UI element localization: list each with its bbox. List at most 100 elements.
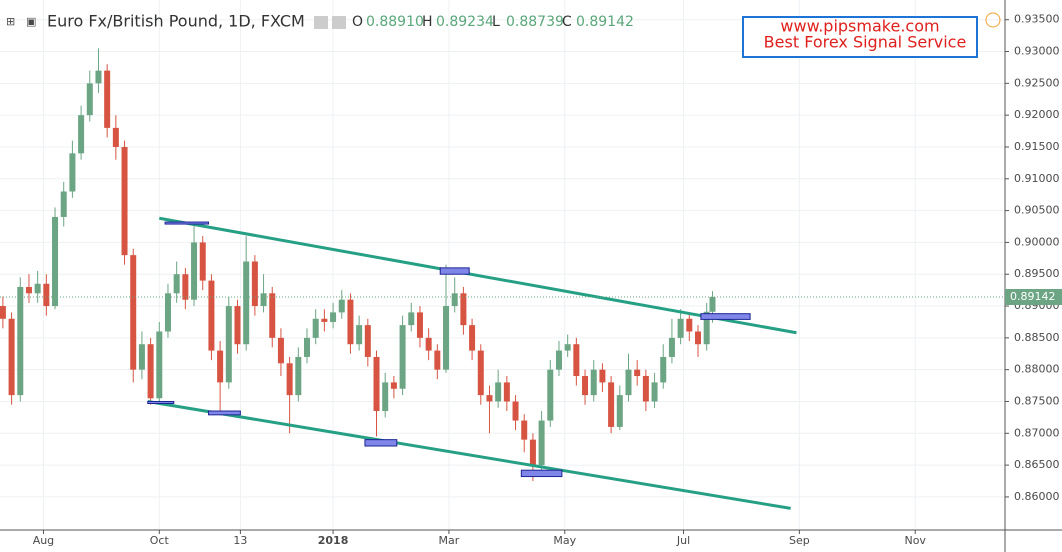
candle-body: [573, 344, 580, 377]
candle-body: [330, 312, 337, 322]
expand-icon[interactable]: ⊞: [6, 15, 15, 28]
candle-body: [338, 299, 345, 313]
ohlc-key: L: [492, 14, 500, 30]
candle-body: [625, 369, 632, 396]
candle-body: [121, 146, 128, 256]
candle-body: [434, 350, 441, 370]
level-zone: [147, 400, 175, 404]
candle-body: [78, 115, 85, 154]
candle-body: [164, 293, 171, 332]
candle-body: [295, 356, 302, 396]
candle-body: [660, 356, 667, 383]
y-tick-label: 0.92500: [1014, 76, 1060, 89]
x-tick-label: May: [553, 534, 576, 547]
candle-body: [408, 312, 415, 326]
hide-icon[interactable]: [332, 16, 346, 29]
level-zone: [520, 469, 563, 478]
candle-body: [686, 318, 693, 332]
candle-body: [217, 350, 224, 383]
candle-body: [451, 293, 458, 307]
candle-body: [269, 293, 276, 338]
candle-body: [608, 382, 615, 427]
candle-body: [0, 306, 6, 319]
x-tick-label: Aug: [33, 534, 54, 547]
level-zone: [700, 313, 751, 320]
candle-body: [312, 318, 319, 338]
candle-body: [703, 311, 710, 345]
candle-body: [642, 376, 649, 402]
candle-body: [512, 401, 519, 421]
candle-body: [304, 337, 311, 357]
candle-body: [156, 331, 163, 399]
y-tick-label: 0.90500: [1014, 204, 1060, 217]
candle-body: [416, 312, 423, 338]
candle-body: [668, 337, 675, 357]
candle-body: [616, 395, 623, 427]
y-tick-label: 0.87500: [1014, 394, 1060, 407]
candle-body: [286, 363, 293, 396]
y-tick-label: 0.86000: [1014, 490, 1060, 503]
candle-body: [590, 369, 597, 396]
y-tick-label: 0.86500: [1014, 458, 1060, 471]
candle-body: [495, 382, 502, 402]
level-zone: [164, 221, 210, 225]
candle-body: [86, 83, 93, 116]
candle-body: [599, 369, 606, 383]
y-tick-label: 0.92000: [1014, 108, 1060, 121]
candle-body: [52, 216, 59, 307]
candle-body: [260, 293, 267, 307]
candle-body: [69, 153, 76, 192]
candle-body: [243, 261, 250, 345]
level-zone: [439, 267, 470, 275]
candle-body: [477, 350, 484, 396]
candle-body: [460, 293, 467, 326]
x-tick-label: 13: [233, 534, 247, 547]
candle-body: [709, 297, 716, 312]
candle-body: [225, 306, 232, 383]
candle-body: [25, 286, 32, 294]
candle-body: [104, 70, 111, 128]
y-tick-label: 0.91000: [1014, 172, 1060, 185]
candle-body: [425, 337, 432, 351]
collapse-icon[interactable]: ▣: [26, 15, 36, 28]
candle-body: [277, 337, 284, 364]
alert-icon[interactable]: [985, 12, 1001, 28]
ohlc-key: O: [352, 14, 363, 30]
candle-body: [364, 325, 371, 357]
ohlc-value: 0.89234: [436, 14, 494, 30]
watermark: www.pipsmake.com Best Forex Signal Servi…: [742, 16, 978, 58]
x-tick-label: Oct: [150, 534, 170, 547]
candle-body: [469, 325, 476, 351]
x-tick-label: Nov: [904, 534, 926, 547]
y-tick-label: 0.93500: [1014, 13, 1060, 26]
candle-body: [208, 280, 215, 351]
x-tick-label: 2018: [318, 534, 349, 547]
candle-body: [521, 420, 528, 440]
symbol-title[interactable]: Euro Fx/British Pound, 1D, FXCM: [47, 12, 305, 31]
trend-line: [159, 216, 797, 335]
x-tick-label: Sep: [789, 534, 810, 547]
header: ⊞ ▣ Euro Fx/British Pound, 1D, FXCM O 0.8…: [6, 12, 634, 31]
watermark-url[interactable]: www.pipsmake.com: [780, 17, 939, 36]
y-tick-label: 0.91500: [1014, 140, 1060, 153]
y-tick-label: 0.93000: [1014, 45, 1060, 58]
candle-body: [95, 70, 102, 84]
candle-body: [651, 382, 658, 402]
ohlc-value: 0.88910: [366, 14, 424, 30]
settings-icon[interactable]: [314, 16, 328, 29]
candle-body: [373, 356, 380, 412]
candle-body: [529, 439, 536, 466]
x-tick-label: Mar: [439, 534, 460, 547]
x-tick-label: Jul: [676, 534, 690, 547]
ohlc-value: 0.89142: [576, 14, 634, 30]
candle-body: [60, 191, 67, 217]
candle-body: [399, 325, 406, 389]
candle-body: [356, 325, 363, 345]
candle-body: [382, 382, 389, 412]
candle-body: [634, 369, 641, 377]
y-tick-label: 0.88500: [1014, 331, 1060, 344]
candle-body: [677, 318, 684, 338]
candle-body: [191, 242, 198, 300]
trend-line: [147, 399, 791, 510]
candle-body: [321, 318, 328, 322]
